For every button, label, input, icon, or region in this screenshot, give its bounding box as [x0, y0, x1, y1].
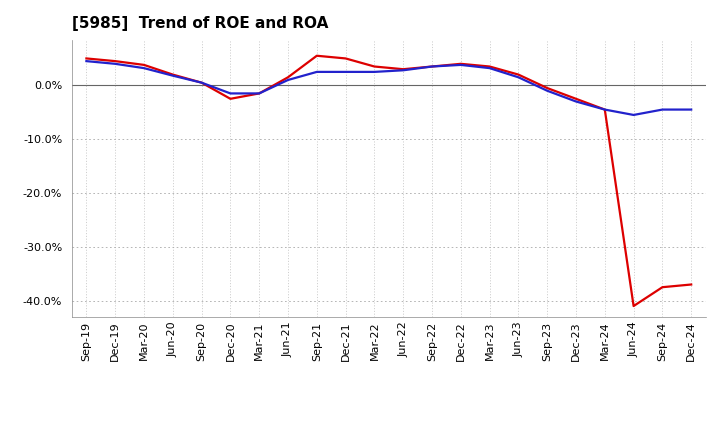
ROE [572, 96, 580, 102]
ROE [226, 96, 235, 102]
ROE [284, 75, 292, 80]
ROA [255, 91, 264, 96]
ROA [140, 66, 148, 71]
ROE [370, 64, 379, 69]
ROA [572, 99, 580, 104]
ROE [600, 107, 609, 112]
ROA [514, 75, 523, 80]
ROE [399, 66, 408, 72]
ROE [341, 56, 350, 61]
ROA [341, 69, 350, 74]
ROA [456, 62, 465, 67]
ROA [370, 69, 379, 74]
Line: ROA: ROA [86, 61, 691, 115]
ROA [543, 88, 552, 93]
ROE [82, 56, 91, 61]
ROA [312, 69, 321, 74]
ROA [197, 80, 206, 85]
ROA [168, 73, 177, 78]
ROA [600, 107, 609, 112]
ROA [284, 77, 292, 83]
ROA [226, 91, 235, 96]
ROE [197, 80, 206, 85]
ROA [428, 64, 436, 69]
Text: [5985]  Trend of ROE and ROA: [5985] Trend of ROE and ROA [72, 16, 328, 32]
ROE [456, 61, 465, 66]
Line: ROE: ROE [86, 56, 691, 306]
ROA [82, 59, 91, 64]
ROA [485, 66, 494, 71]
ROE [312, 53, 321, 59]
ROA [658, 107, 667, 112]
ROE [140, 62, 148, 67]
ROA [687, 107, 696, 112]
ROE [687, 282, 696, 287]
ROE [111, 59, 120, 64]
ROE [629, 304, 638, 309]
ROE [514, 72, 523, 77]
ROE [428, 64, 436, 69]
ROA [111, 61, 120, 66]
ROA [629, 112, 638, 117]
ROE [658, 285, 667, 290]
ROE [255, 91, 264, 96]
ROE [543, 85, 552, 91]
ROE [168, 72, 177, 77]
ROA [399, 68, 408, 73]
ROE [485, 64, 494, 69]
